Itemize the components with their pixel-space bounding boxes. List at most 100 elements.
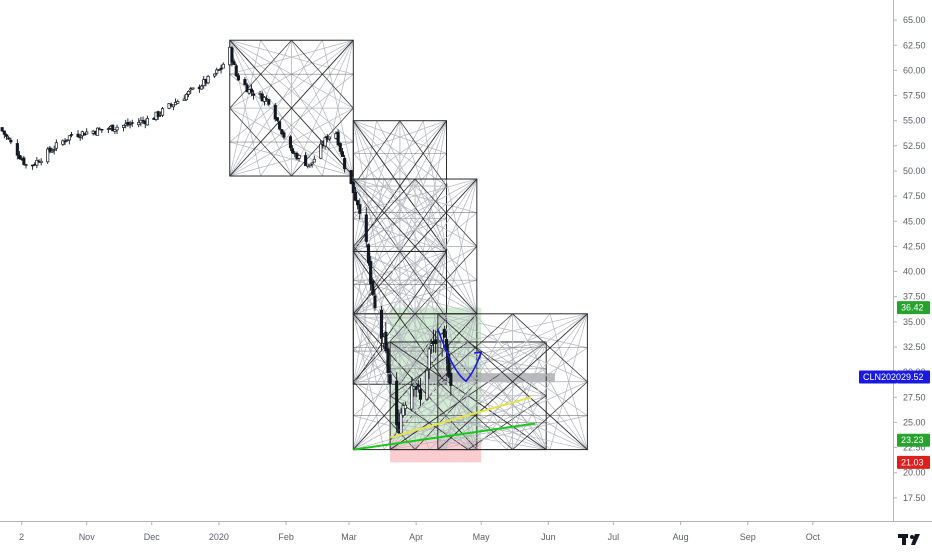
candle-body xyxy=(115,126,119,131)
candle xyxy=(280,129,284,136)
candle xyxy=(353,186,358,202)
candle-body xyxy=(427,348,431,370)
candle xyxy=(243,77,247,86)
candle-body xyxy=(297,155,301,159)
candle-body xyxy=(22,157,26,165)
candle-body xyxy=(126,121,130,126)
candle xyxy=(366,243,371,266)
price-badge-bg xyxy=(897,301,930,315)
gann-box[interactable] xyxy=(437,313,588,451)
candle xyxy=(278,121,282,131)
gann-diamond-line xyxy=(353,120,401,187)
candle xyxy=(213,73,217,78)
candle xyxy=(106,127,110,134)
candle-body xyxy=(340,151,345,157)
time-tick-label: Feb xyxy=(278,532,294,542)
tradingview-logo-icon[interactable] xyxy=(898,531,928,547)
candle-body xyxy=(282,132,286,138)
candle-body xyxy=(245,84,249,93)
candle-body xyxy=(213,73,217,77)
candle-body xyxy=(111,124,115,132)
gann-diagonal xyxy=(352,251,447,385)
candle xyxy=(137,118,141,128)
candle xyxy=(221,62,225,69)
candle xyxy=(9,137,13,145)
gann-boxes-layer[interactable] xyxy=(229,39,588,451)
candle-body xyxy=(386,348,390,373)
candle-body xyxy=(137,122,141,126)
candle-body xyxy=(4,134,9,137)
candle-body xyxy=(449,372,453,386)
candle xyxy=(245,82,249,93)
candle-body xyxy=(249,88,253,93)
candle-body xyxy=(176,100,180,104)
drawings-foreground-layer[interactable] xyxy=(353,328,536,451)
gann-diamond-line xyxy=(353,313,416,382)
price-tick-label: 65.00 xyxy=(903,15,926,25)
yellow-trend-line[interactable] xyxy=(389,396,532,439)
price-tick-label: 60.00 xyxy=(903,65,926,75)
gray-zone-rect[interactable] xyxy=(424,373,555,383)
candle-body xyxy=(46,148,50,163)
green-trend-line[interactable] xyxy=(353,422,536,451)
candle-body xyxy=(288,136,292,149)
candle xyxy=(17,151,22,160)
candle-body xyxy=(323,137,327,147)
gann-diamond-line xyxy=(291,39,354,109)
candle-body xyxy=(145,118,149,126)
candle xyxy=(429,339,433,354)
candle xyxy=(267,99,271,106)
candle xyxy=(161,107,165,118)
price-tick-label: 27.50 xyxy=(903,392,926,402)
candle xyxy=(141,116,145,125)
candle xyxy=(7,135,11,141)
candle xyxy=(171,104,175,111)
candle-body xyxy=(2,130,6,135)
candle-body xyxy=(373,295,377,308)
symbol-badge-bg xyxy=(859,370,897,384)
candle xyxy=(200,84,204,90)
candle-body xyxy=(85,131,89,135)
candle xyxy=(46,147,50,164)
gann-box[interactable] xyxy=(229,39,354,177)
candle-body xyxy=(67,135,71,141)
candle xyxy=(39,158,43,166)
candle-body xyxy=(388,374,392,384)
candle-body xyxy=(371,280,375,295)
candle-body xyxy=(50,150,54,153)
candle-body xyxy=(76,133,80,137)
blue-projection-path[interactable] xyxy=(437,328,482,383)
candle-body xyxy=(0,127,4,132)
candle xyxy=(379,305,384,351)
time-tick-label: Jun xyxy=(541,532,556,542)
price-tick-label: 52.50 xyxy=(903,141,926,151)
candle-body xyxy=(358,204,362,214)
candle xyxy=(130,119,134,127)
candle xyxy=(336,129,340,147)
blue-arrowhead-icon xyxy=(474,351,483,360)
candle xyxy=(388,364,392,394)
candle xyxy=(76,130,80,138)
candle-body xyxy=(310,162,314,165)
candle-body xyxy=(384,331,388,352)
gann-diamond-line xyxy=(353,251,401,319)
candle-body xyxy=(191,87,195,90)
long-position-dashed-line xyxy=(389,376,447,441)
candle-body xyxy=(121,124,126,128)
candle-body xyxy=(304,155,308,167)
time-tick-label: Nov xyxy=(79,532,96,542)
candle-body xyxy=(442,328,446,338)
candle xyxy=(304,152,308,167)
candle xyxy=(61,139,65,146)
candle-body xyxy=(161,108,165,116)
candle xyxy=(249,84,253,97)
time-axis[interactable]: 2 Nov Dec 2020 Feb Mar Apr May Jun Jul Aug Sep Oct xyxy=(0,521,932,550)
candle-body xyxy=(403,404,407,410)
candle xyxy=(230,46,234,67)
candle xyxy=(50,147,54,153)
gann-box-outline xyxy=(437,313,588,451)
candle xyxy=(215,67,219,76)
time-tick-label: Jul xyxy=(608,532,620,542)
